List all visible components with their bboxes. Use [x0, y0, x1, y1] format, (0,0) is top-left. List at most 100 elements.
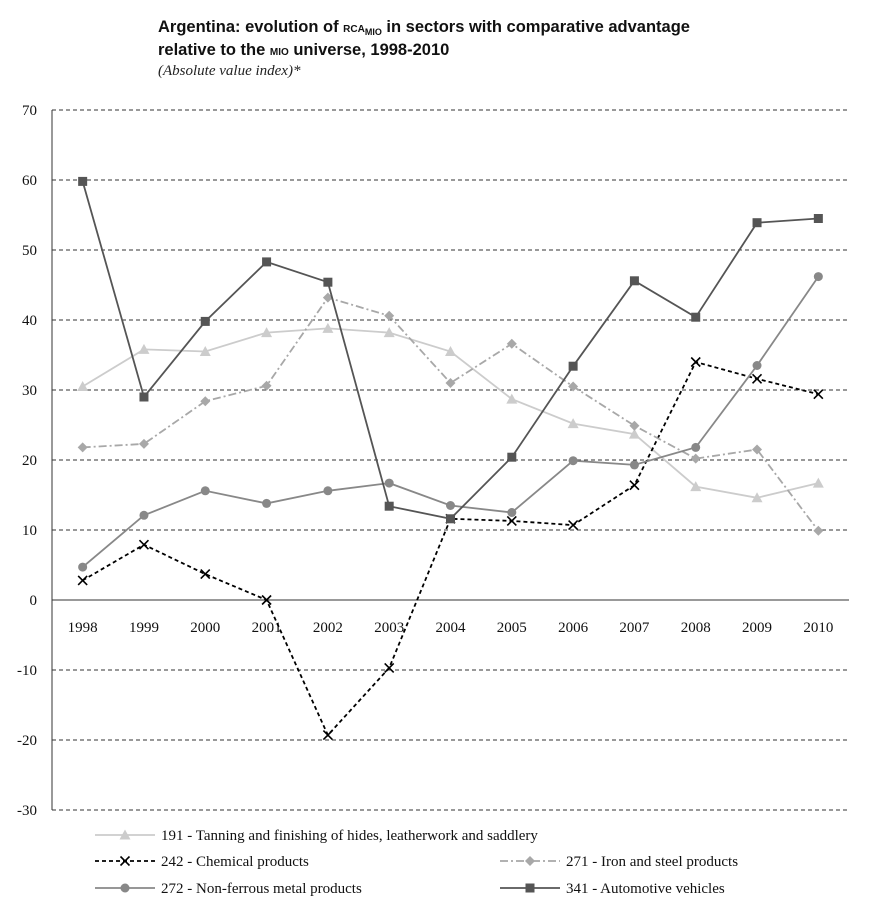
- x-tick-label: 1999: [129, 620, 159, 636]
- x-tick-label: 2003: [374, 620, 404, 636]
- y-tick-label: 70: [22, 103, 37, 119]
- legend-label: 341 - Automotive vehicles: [566, 881, 725, 897]
- data-point-3: [78, 562, 88, 572]
- series-line-1: [82, 360, 819, 737]
- x-tick-label: 2008: [681, 620, 711, 636]
- data-point-3: [568, 456, 578, 466]
- legend-label: 271 - Iron and steel products: [566, 854, 738, 870]
- legend-marker: [119, 855, 131, 867]
- chart-subtitle: (Absolute value index)*: [158, 63, 301, 79]
- data-point-1: [384, 662, 395, 673]
- legend-label: 191 - Tanning and finishing of hides, le…: [161, 828, 538, 844]
- data-point-1: [200, 569, 211, 580]
- y-tick-label: -10: [17, 663, 37, 679]
- y-tick-label: 40: [22, 313, 37, 329]
- data-point-0: [628, 428, 640, 439]
- data-point-0: [199, 346, 211, 356]
- data-point-3: [446, 501, 455, 510]
- data-point-0: [567, 418, 579, 429]
- data-point-0: [751, 492, 763, 503]
- data-point-2: [568, 381, 579, 392]
- data-point-4: [78, 176, 88, 186]
- data-point-2: [138, 438, 149, 449]
- x-tick-label: 2010: [803, 620, 833, 636]
- data-point-1: [629, 480, 640, 491]
- data-point-2: [445, 378, 456, 388]
- data-point-2: [506, 338, 517, 349]
- data-point-4: [323, 277, 333, 287]
- x-tick-label: 2001: [252, 620, 282, 636]
- x-tick-label: 2002: [313, 620, 343, 636]
- data-point-1: [751, 373, 763, 384]
- x-tick-label: 2004: [436, 620, 467, 636]
- data-point-2: [384, 310, 395, 321]
- data-point-0: [261, 327, 273, 338]
- y-tick-label: 30: [22, 383, 37, 399]
- data-point-2: [690, 453, 701, 464]
- data-point-0: [77, 381, 89, 391]
- data-point-3: [262, 498, 272, 508]
- x-tick-label: 2007: [619, 620, 650, 636]
- data-point-4: [507, 452, 517, 462]
- data-point-1: [813, 389, 824, 400]
- x-tick-label: 2009: [742, 620, 772, 636]
- data-point-4: [446, 514, 455, 524]
- data-point-1: [322, 730, 333, 741]
- data-point-1: [506, 515, 517, 526]
- data-point-1: [261, 594, 272, 606]
- data-point-3: [752, 361, 762, 370]
- data-point-0: [506, 393, 518, 404]
- data-point-1: [690, 356, 701, 368]
- data-point-3: [507, 508, 517, 517]
- y-tick-label: 60: [22, 173, 37, 189]
- chart-title: Argentina: evolution of RCAMIO in sector…: [158, 18, 690, 59]
- data-point-3: [323, 486, 333, 496]
- y-tick-label: 10: [22, 523, 37, 539]
- legend-label: 242 - Chemical products: [161, 854, 309, 870]
- x-tick-label: 2005: [497, 620, 527, 636]
- y-tick-label: 50: [22, 243, 37, 259]
- legend-label: 272 - Non-ferrous metal products: [161, 881, 362, 897]
- data-point-3: [139, 510, 149, 520]
- legend-marker: [120, 883, 130, 893]
- data-point-2: [813, 525, 824, 536]
- y-tick-label: 0: [30, 593, 38, 609]
- data-point-4: [139, 392, 149, 402]
- data-point-3: [691, 442, 701, 452]
- data-point-2: [322, 292, 333, 303]
- y-tick-label: -30: [17, 803, 37, 819]
- data-point-0: [322, 322, 334, 333]
- y-tick-label: -20: [17, 733, 37, 749]
- legend-marker: [525, 856, 535, 866]
- data-point-3: [813, 272, 823, 282]
- x-tick-label: 2000: [190, 620, 220, 636]
- legend-marker: [525, 883, 535, 893]
- data-point-0: [812, 477, 824, 488]
- data-point-1: [568, 520, 579, 531]
- data-point-0: [383, 327, 395, 338]
- data-point-4: [200, 316, 210, 326]
- data-point-2: [77, 442, 88, 453]
- data-point-4: [262, 257, 272, 267]
- data-point-4: [752, 218, 762, 228]
- data-point-0: [445, 346, 456, 356]
- data-point-2: [200, 396, 211, 407]
- legend-marker: [119, 829, 131, 840]
- data-point-4: [384, 501, 394, 511]
- data-point-1: [77, 575, 88, 586]
- data-point-4: [568, 361, 578, 371]
- data-point-3: [384, 478, 394, 488]
- data-point-0: [690, 481, 702, 492]
- x-tick-label: 2006: [558, 620, 589, 636]
- data-point-4: [691, 312, 701, 322]
- data-point-3: [200, 486, 210, 496]
- x-tick-label: 1998: [68, 620, 98, 636]
- data-point-1: [138, 539, 150, 550]
- data-point-4: [629, 276, 639, 286]
- data-point-4: [813, 214, 823, 223]
- data-point-2: [629, 420, 640, 431]
- chart-title-block: Argentina: evolution of RCAMIO in sector…: [158, 18, 858, 80]
- data-point-2: [752, 444, 763, 455]
- y-tick-label: 20: [22, 453, 37, 469]
